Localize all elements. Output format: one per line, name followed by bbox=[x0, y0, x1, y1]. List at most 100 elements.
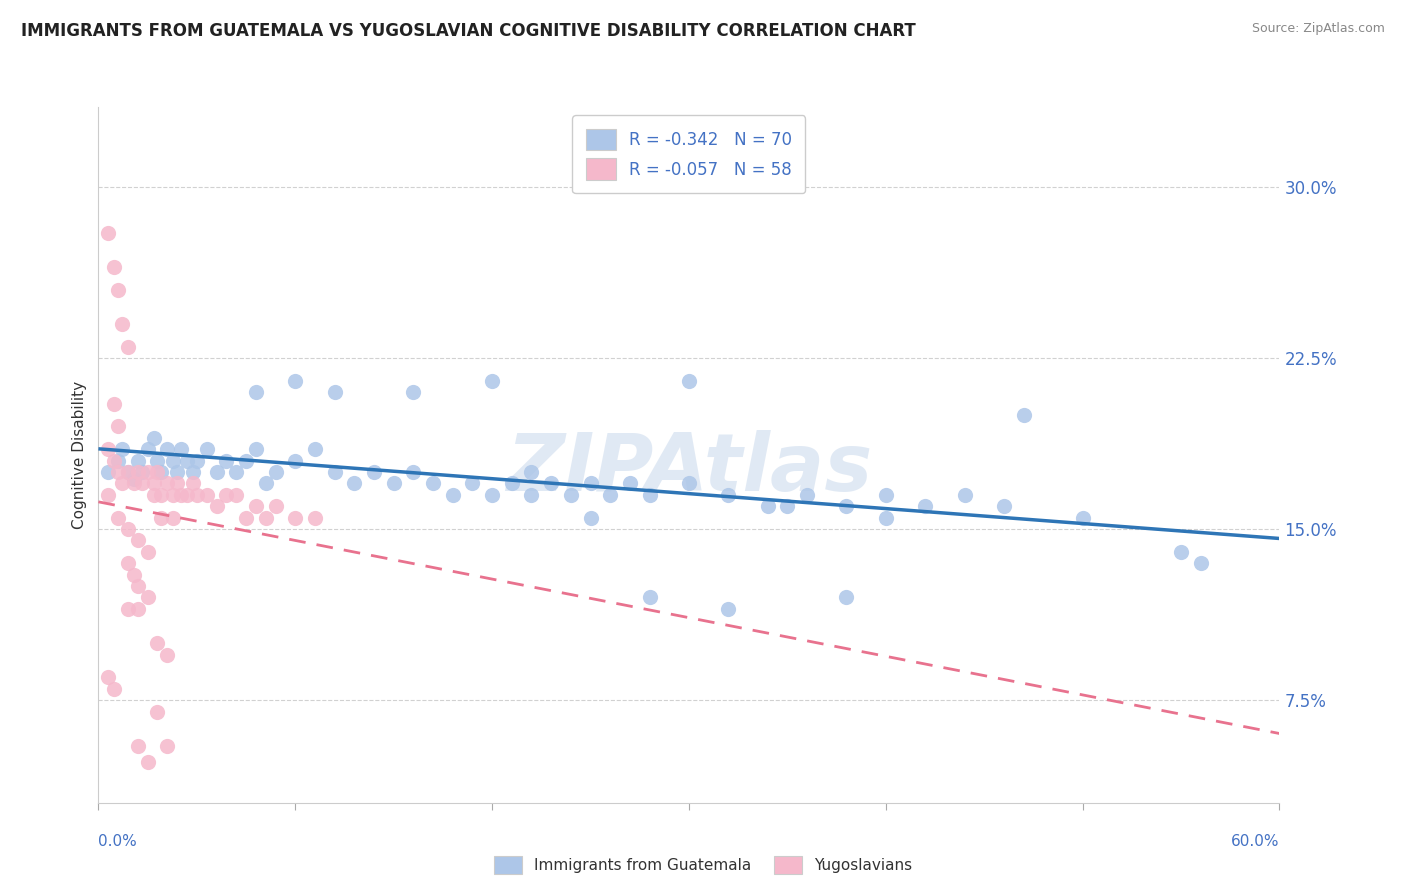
Point bbox=[117, 522, 139, 536]
Point bbox=[678, 374, 700, 388]
Point bbox=[540, 476, 562, 491]
Point bbox=[117, 602, 139, 616]
Point bbox=[520, 488, 543, 502]
Point bbox=[776, 500, 799, 514]
Point bbox=[136, 591, 159, 605]
Point bbox=[162, 453, 184, 467]
Point bbox=[117, 465, 139, 479]
Point bbox=[560, 488, 582, 502]
Point bbox=[146, 705, 169, 719]
Point bbox=[195, 488, 218, 502]
Point bbox=[107, 510, 129, 524]
Point bbox=[117, 340, 139, 354]
Point bbox=[111, 317, 134, 331]
Point bbox=[142, 488, 165, 502]
Point bbox=[304, 442, 326, 457]
Point bbox=[245, 442, 267, 457]
Point bbox=[156, 442, 179, 457]
Point bbox=[131, 465, 153, 479]
Point bbox=[264, 500, 287, 514]
Point bbox=[136, 465, 159, 479]
Point bbox=[422, 476, 444, 491]
Point bbox=[1071, 510, 1094, 524]
Text: 0.0%: 0.0% bbox=[98, 834, 138, 849]
Point bbox=[122, 567, 145, 582]
Point bbox=[304, 510, 326, 524]
Point bbox=[835, 500, 858, 514]
Point bbox=[150, 465, 173, 479]
Point bbox=[323, 385, 346, 400]
Point bbox=[103, 453, 125, 467]
Point bbox=[1170, 545, 1192, 559]
Point bbox=[186, 488, 208, 502]
Point bbox=[162, 488, 184, 502]
Legend: R = -0.342   N = 70, R = -0.057   N = 58: R = -0.342 N = 70, R = -0.057 N = 58 bbox=[572, 115, 806, 194]
Text: 60.0%: 60.0% bbox=[1232, 834, 1279, 849]
Point bbox=[756, 500, 779, 514]
Point bbox=[150, 488, 173, 502]
Point bbox=[284, 374, 307, 388]
Point bbox=[136, 545, 159, 559]
Point bbox=[254, 476, 277, 491]
Point bbox=[103, 681, 125, 696]
Point bbox=[103, 396, 125, 410]
Point bbox=[225, 465, 247, 479]
Point bbox=[103, 260, 125, 274]
Point bbox=[142, 476, 165, 491]
Point bbox=[914, 500, 936, 514]
Point bbox=[402, 385, 425, 400]
Legend: Immigrants from Guatemala, Yugoslavians: Immigrants from Guatemala, Yugoslavians bbox=[488, 850, 918, 880]
Point bbox=[131, 476, 153, 491]
Point bbox=[146, 636, 169, 650]
Point bbox=[156, 648, 179, 662]
Point bbox=[97, 488, 120, 502]
Point bbox=[195, 442, 218, 457]
Point bbox=[150, 510, 173, 524]
Point bbox=[107, 453, 129, 467]
Point bbox=[343, 476, 366, 491]
Point bbox=[97, 670, 120, 684]
Point bbox=[136, 755, 159, 769]
Point bbox=[107, 465, 129, 479]
Point bbox=[678, 476, 700, 491]
Point bbox=[579, 510, 602, 524]
Point bbox=[1189, 556, 1212, 570]
Point bbox=[619, 476, 641, 491]
Point bbox=[520, 465, 543, 479]
Point bbox=[97, 226, 120, 240]
Point bbox=[264, 465, 287, 479]
Point bbox=[146, 465, 169, 479]
Point bbox=[875, 510, 897, 524]
Point bbox=[166, 476, 188, 491]
Point bbox=[127, 579, 149, 593]
Point bbox=[363, 465, 385, 479]
Point bbox=[579, 476, 602, 491]
Point bbox=[205, 465, 228, 479]
Point bbox=[875, 488, 897, 502]
Point bbox=[461, 476, 484, 491]
Point bbox=[146, 453, 169, 467]
Point bbox=[97, 442, 120, 457]
Point bbox=[835, 591, 858, 605]
Text: ZIPAtlas: ZIPAtlas bbox=[506, 430, 872, 508]
Point bbox=[717, 488, 740, 502]
Point bbox=[796, 488, 818, 502]
Point bbox=[245, 500, 267, 514]
Point bbox=[117, 556, 139, 570]
Point bbox=[176, 488, 198, 502]
Point bbox=[235, 510, 257, 524]
Point bbox=[156, 476, 179, 491]
Point bbox=[225, 488, 247, 502]
Point bbox=[953, 488, 976, 502]
Y-axis label: Cognitive Disability: Cognitive Disability bbox=[72, 381, 87, 529]
Point bbox=[441, 488, 464, 502]
Point bbox=[111, 442, 134, 457]
Point bbox=[599, 488, 621, 502]
Point bbox=[402, 465, 425, 479]
Point bbox=[215, 453, 238, 467]
Point bbox=[127, 602, 149, 616]
Point bbox=[501, 476, 523, 491]
Point bbox=[162, 510, 184, 524]
Point bbox=[136, 442, 159, 457]
Point bbox=[127, 533, 149, 548]
